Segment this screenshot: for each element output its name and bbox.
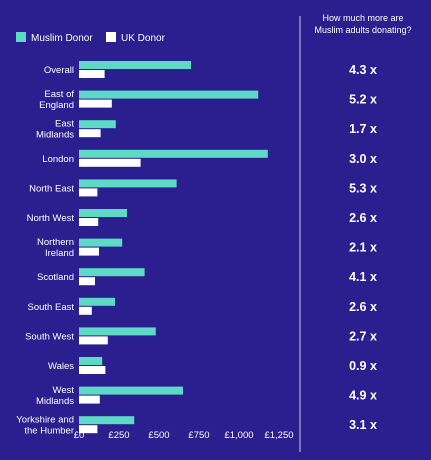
category-label-line: Midlands (36, 396, 74, 407)
legend-swatch-uk-donor (106, 32, 116, 42)
x-tick-label-0: £0 (74, 430, 85, 441)
ratio-label-10: 0.9 x (349, 359, 377, 373)
bar-uk-11 (79, 395, 100, 404)
category-label-line: East of (44, 89, 74, 100)
category-label-line: London (42, 154, 74, 165)
ratio-label-0: 4.3 x (349, 63, 377, 77)
category-label-11: West Midlands (36, 385, 74, 407)
x-tick-label-5: £1,250 (264, 430, 293, 441)
bar-uk-10 (79, 366, 106, 374)
bar-muslim-0 (79, 61, 191, 69)
ratio-labels: 4.3 x 5.2 x 1.7 x 3.0 x 5.3 x 2.6 x 2.1 x 4.1 x… (349, 63, 377, 432)
category-label-line: South East (28, 302, 75, 313)
category-label-line: North West (27, 213, 75, 224)
category-label-6: Northern Ireland (37, 237, 74, 259)
category-label-line: East (55, 119, 74, 130)
bar-muslim-9 (79, 327, 156, 336)
category-label-7: Scotland (37, 272, 74, 283)
bar-muslim-6 (79, 238, 123, 247)
bar-muslim-7 (79, 268, 145, 277)
side-header-line-2: Muslim adults donating? (314, 25, 411, 35)
category-label-line: Ireland (45, 248, 74, 259)
category-label-line: Overall (44, 65, 74, 76)
bar-muslim-10 (79, 357, 103, 365)
legend-label-uk-donor: UK Donor (121, 33, 166, 44)
category-label-line: England (39, 100, 74, 111)
bar-uk-8 (79, 306, 92, 315)
chart-legend: Muslim Donor UK Donor (16, 32, 166, 44)
bar-uk-1 (79, 99, 112, 108)
category-label-line: Northern (37, 237, 74, 248)
category-label-line: Midlands (36, 130, 74, 141)
category-label-3: London (42, 154, 74, 165)
ratio-label-9: 2.7 x (349, 329, 377, 343)
bar-uk-3 (79, 158, 141, 167)
bar-uk-5 (79, 218, 99, 226)
bar-muslim-8 (79, 297, 115, 306)
ratio-label-6: 2.1 x (349, 241, 377, 255)
ratio-label-5: 2.6 x (349, 211, 377, 225)
bar-muslim-11 (79, 386, 183, 395)
bar-uk-0 (79, 70, 105, 78)
category-label-line: Wales (48, 361, 74, 372)
bar-uk-2 (79, 129, 101, 138)
bar-muslim-4 (79, 179, 177, 188)
ratio-label-8: 2.6 x (349, 300, 377, 314)
ratio-label-11: 4.9 x (349, 389, 377, 403)
category-label-line: the Humber (24, 426, 74, 437)
ratio-label-2: 1.7 x (349, 122, 377, 136)
ratio-label-3: 3.0 x (349, 152, 377, 166)
legend-label-muslim-donor: Muslim Donor (31, 33, 93, 44)
bar-uk-12 (79, 425, 98, 434)
category-label-4: North East (29, 183, 74, 194)
category-label-line: Yorkshire and (16, 415, 74, 426)
category-label-12: Yorkshire and the Humber (16, 415, 74, 437)
x-tick-label-3: £750 (188, 430, 209, 441)
category-label-9: South West (25, 331, 74, 342)
x-tick-label-1: £250 (108, 430, 129, 441)
ratio-label-1: 5.2 x (349, 93, 377, 107)
legend-swatch-muslim-donor (16, 32, 26, 42)
category-label-5: North West (27, 213, 75, 224)
ratio-label-4: 5.3 x (349, 181, 377, 195)
category-label-2: East Midlands (36, 119, 74, 141)
bar-uk-4 (79, 188, 98, 197)
bar-muslim-3 (79, 149, 268, 158)
bar-uk-9 (79, 336, 108, 345)
ratio-label-12: 3.1 x (349, 418, 377, 432)
category-label-line: North East (29, 183, 74, 194)
category-label-line: Scotland (37, 272, 74, 283)
bar-uk-6 (79, 247, 99, 256)
category-label-8: South East (28, 302, 75, 313)
bar-muslim-1 (79, 90, 259, 99)
x-tick-label-2: £500 (148, 430, 169, 441)
category-label-line: West (53, 385, 75, 396)
category-label-1: East of England (39, 89, 74, 111)
x-tick-label-4: £1,000 (224, 430, 253, 441)
category-label-0: Overall (44, 65, 74, 76)
bar-muslim-2 (79, 120, 116, 129)
category-label-line: South West (25, 331, 74, 342)
x-axis-ticks: £0 £250 £500 £750 £1,000 £1,250 (74, 430, 294, 441)
ratio-label-7: 4.1 x (349, 270, 377, 284)
bar-muslim-12 (79, 416, 135, 425)
category-label-10: Wales (48, 361, 74, 372)
side-header-line-1: How much more are (322, 13, 403, 23)
bar-uk-7 (79, 277, 95, 286)
bar-muslim-5 (79, 209, 127, 217)
bars-group (79, 61, 268, 434)
